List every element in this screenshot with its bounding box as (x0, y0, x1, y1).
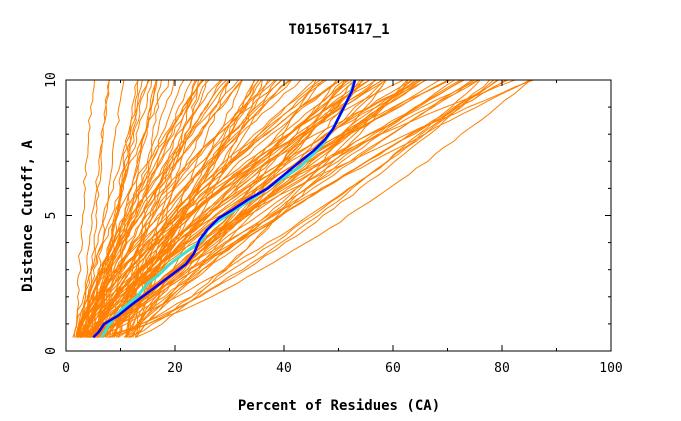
y-tick-label: 0 (44, 347, 59, 355)
x-tick-label: 40 (276, 361, 292, 376)
x-tick-label: 60 (385, 361, 401, 376)
background-model-curve (113, 79, 327, 338)
background-model-curve (89, 79, 292, 338)
background-model-curve (85, 79, 480, 338)
highlighted-model-curves (92, 79, 357, 339)
background-model-curve (99, 79, 203, 338)
background-model-curve (83, 79, 516, 338)
x-tick-label: 100 (599, 361, 622, 376)
y-tick-label: 5 (44, 212, 59, 220)
y-axis-ticks: 0 5 10 (44, 72, 611, 355)
background-model-curve (134, 79, 479, 338)
background-model-curve (77, 79, 531, 338)
background-model-curve (76, 79, 228, 338)
background-model-curve (76, 79, 239, 338)
background-model-curve (82, 79, 315, 338)
background-model-curve (72, 79, 205, 338)
background-model-curve (90, 79, 499, 338)
x-axis-label: Percent of Residues (CA) (238, 398, 440, 414)
background-model-curve (93, 79, 321, 338)
background-model-curve (93, 79, 427, 338)
background-model-curve (95, 79, 449, 338)
background-model-curve (75, 79, 230, 338)
background-model-curve (75, 79, 95, 338)
x-tick-label: 20 (167, 361, 183, 376)
background-model-curve (93, 79, 255, 338)
chart-title: T0156TS417_1 (288, 22, 389, 38)
x-tick-label: 80 (494, 361, 510, 376)
background-model-curve (96, 79, 531, 338)
background-model-curve (90, 79, 383, 338)
background-model-curves (72, 79, 534, 338)
background-model-curve (77, 79, 534, 338)
background-model-curve (80, 79, 150, 338)
y-tick-label: 10 (44, 72, 59, 88)
background-model-curve (107, 79, 490, 338)
background-model-curve (88, 79, 371, 338)
y-axis-label: Distance Cutoff, A (20, 140, 36, 292)
background-model-curve (76, 79, 422, 338)
background-model-curve (79, 79, 498, 338)
x-tick-label: 0 (62, 361, 70, 376)
background-model-curve (86, 79, 408, 338)
x-axis-ticks: 0 20 40 60 80 100 (62, 80, 623, 376)
background-model-curve (98, 79, 495, 338)
background-model-curve (125, 79, 455, 338)
background-model-curve (96, 79, 139, 338)
highlight-model-curve (92, 79, 357, 339)
background-model-curve (84, 79, 451, 338)
background-model-curve (77, 79, 342, 338)
background-model-curve (76, 79, 243, 338)
background-model-curve (127, 79, 263, 338)
background-model-curve (93, 79, 363, 338)
background-model-curve (73, 79, 283, 338)
